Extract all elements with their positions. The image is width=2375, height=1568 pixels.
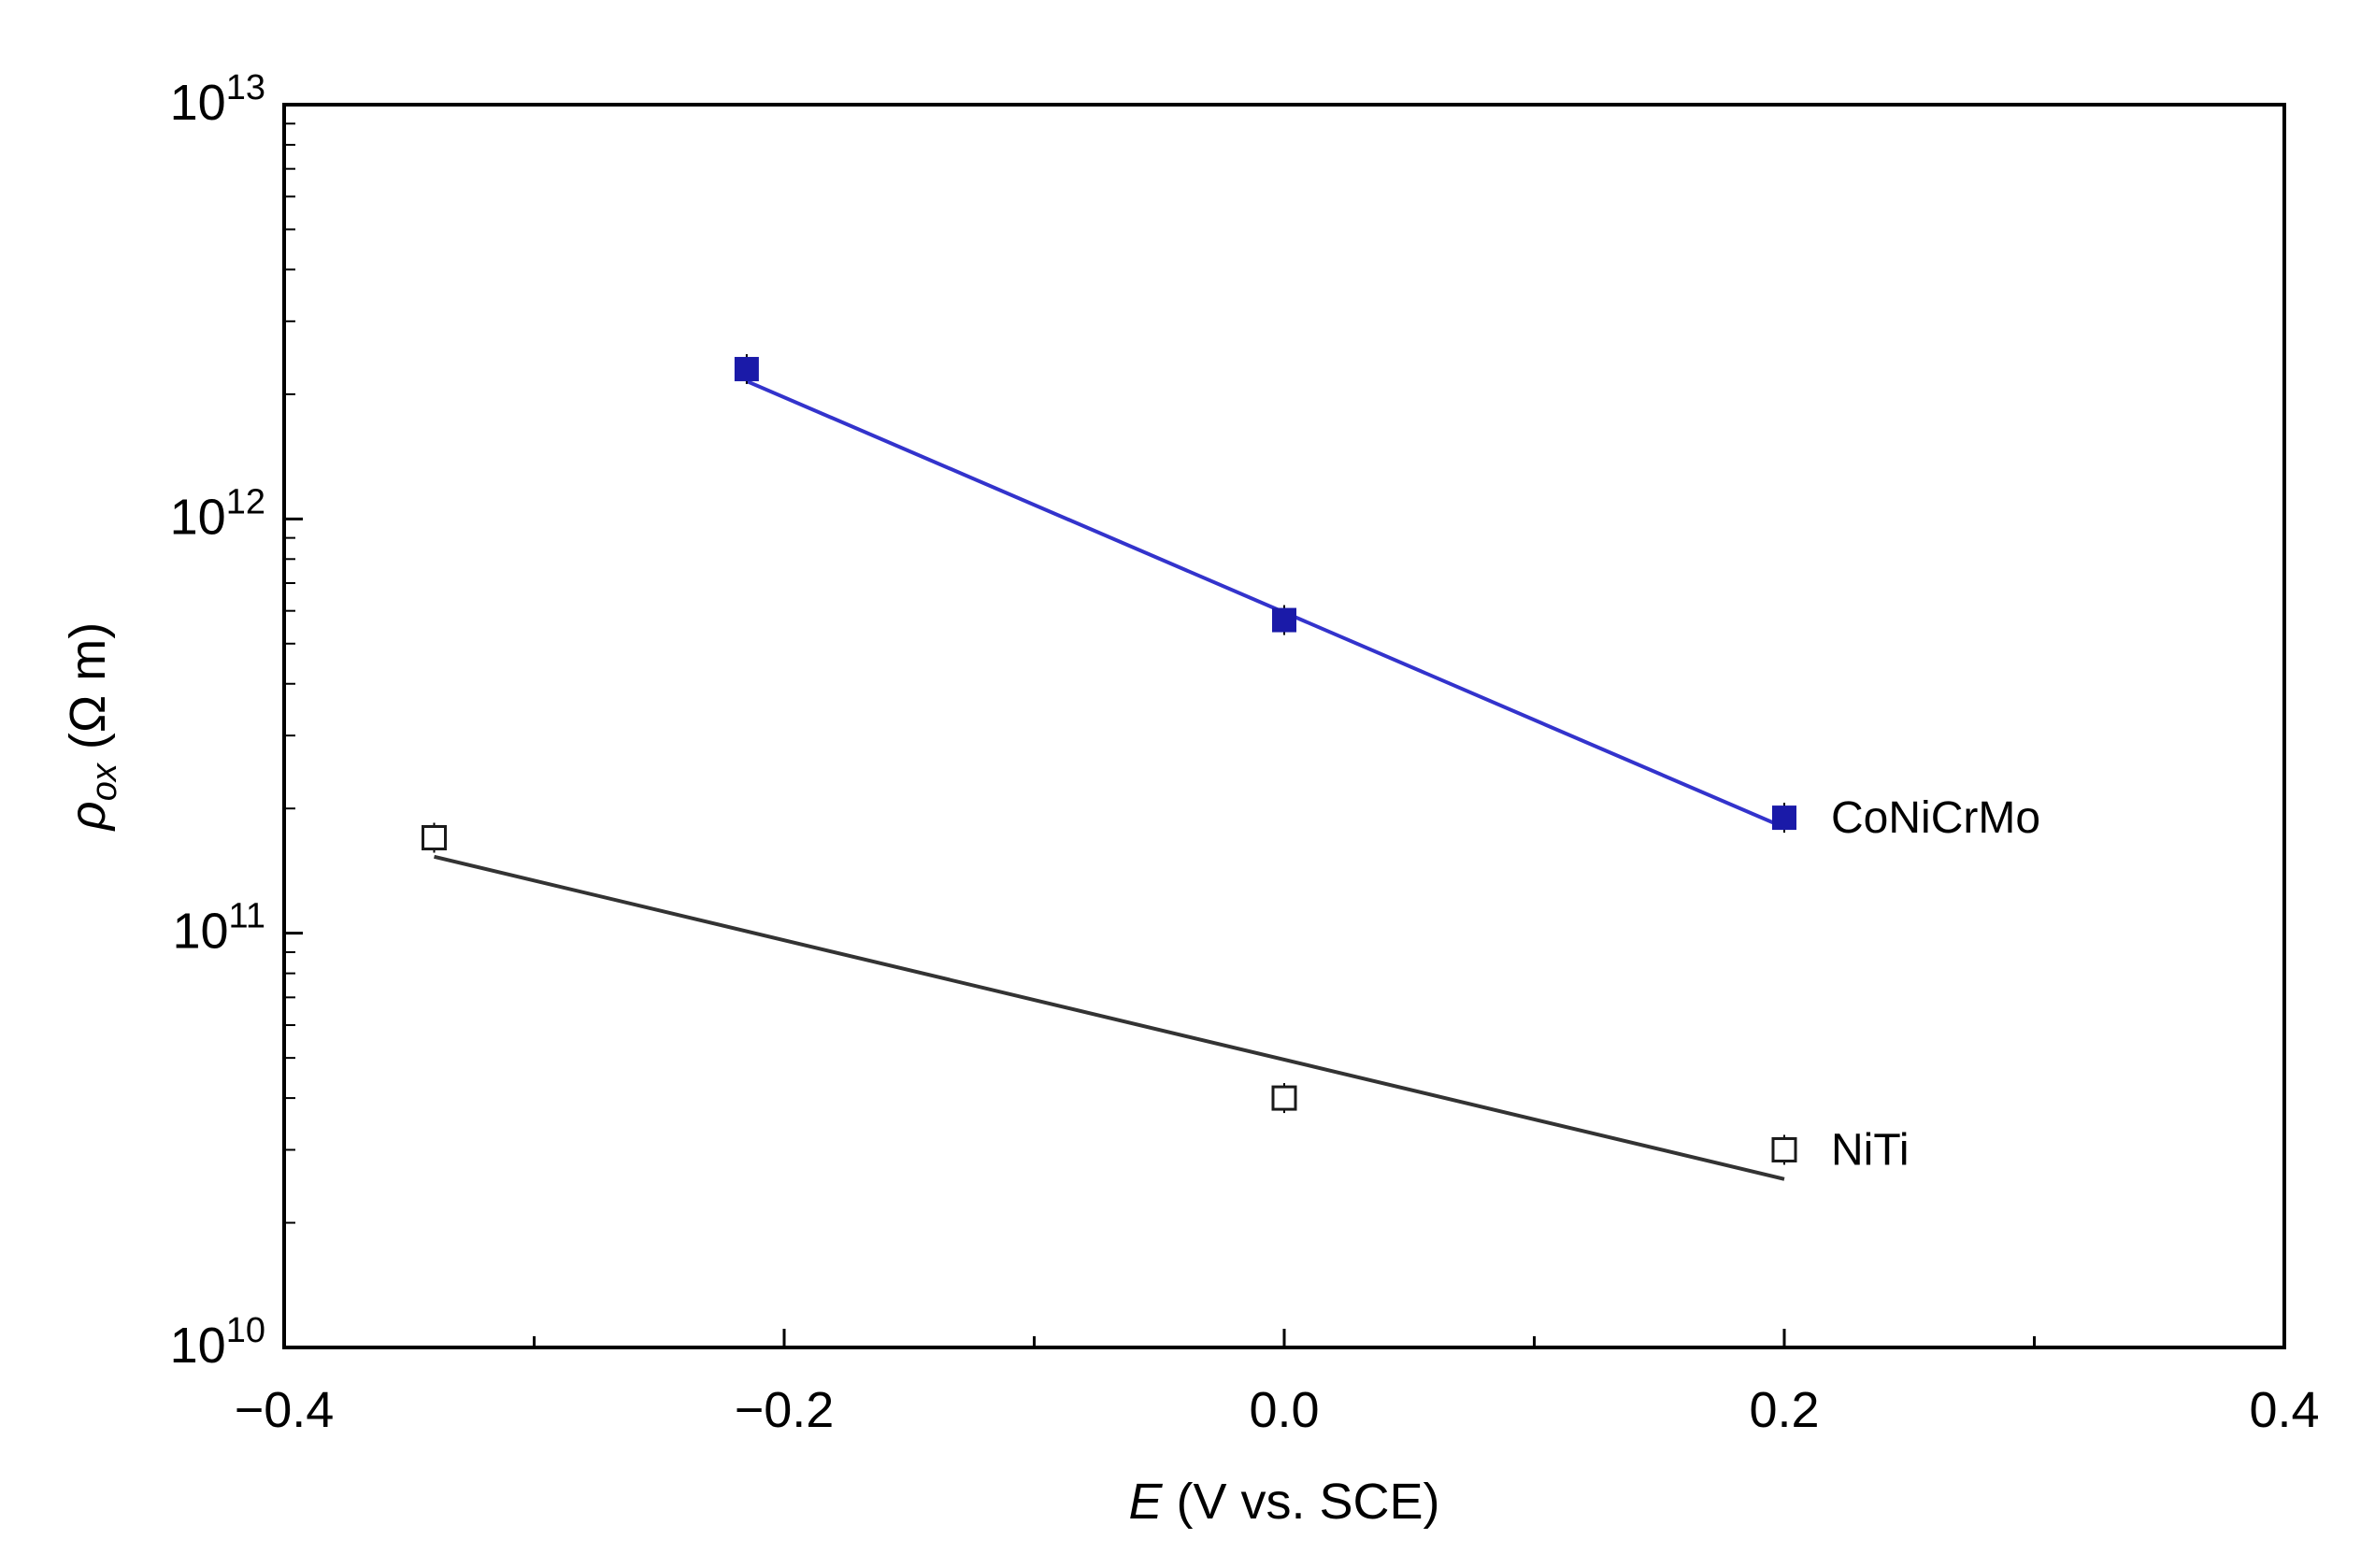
series-label-niti: NiTi <box>1831 1125 1910 1175</box>
x-tick-label: −0.2 <box>735 1382 835 1438</box>
data-point-niti <box>1271 1085 1297 1111</box>
series-labels: CoNiCrMo NiTi <box>1831 793 2040 1175</box>
series-label-conicrmo: CoNiCrMo <box>1831 793 2040 843</box>
y-tick-label: 1012 <box>170 482 265 545</box>
data-point-conicrmo <box>1772 805 1796 831</box>
data-point-niti <box>1771 1136 1797 1162</box>
y-tick-base: 10 <box>170 1318 226 1374</box>
y-tick-exponent: 12 <box>226 482 265 521</box>
x-tick-label: −0.4 <box>235 1382 335 1438</box>
y-tick-label: 1013 <box>170 68 265 131</box>
y-tick-exponent: 10 <box>226 1311 265 1350</box>
y-tick-exponent: 11 <box>229 897 265 936</box>
y-tick-label: 1010 <box>170 1311 265 1374</box>
y-axis-title-unit: (Ω m) <box>60 622 116 763</box>
data-point-niti <box>422 825 447 851</box>
y-tick-base: 10 <box>172 904 228 960</box>
y-axis-title-symbol: ρ <box>60 801 116 832</box>
plot-frame <box>282 103 2286 1349</box>
x-tick-label: 0.2 <box>1749 1382 1819 1438</box>
y-tick-exponent: 13 <box>226 68 265 107</box>
x-axis-ticks: −0.4 −0.2 0.0 0.2 0.4 <box>235 1329 2320 1438</box>
x-axis-title-symbol: E <box>1128 1474 1163 1530</box>
fit-lines <box>434 379 1785 1181</box>
y-axis-title: ρox (Ω m) <box>60 622 124 832</box>
fit-line-niti <box>434 854 1785 1181</box>
data-point-conicrmo <box>734 356 759 381</box>
x-tick-label: 0.0 <box>1249 1382 1319 1438</box>
fit-line-conicrmo <box>746 379 1785 830</box>
y-tick-base: 10 <box>170 75 226 131</box>
x-tick-label: 0.4 <box>2249 1382 2319 1438</box>
y-axis-title-subscript: ox <box>85 762 124 801</box>
data-point-conicrmo <box>1272 607 1296 633</box>
y-tick-label: 1011 <box>172 897 265 960</box>
data-points <box>422 353 1797 1165</box>
x-axis-title-unit: (V vs. SCE) <box>1163 1474 1440 1530</box>
x-axis-title: E (V vs. SCE) <box>1128 1474 1439 1530</box>
y-tick-base: 10 <box>170 489 226 545</box>
